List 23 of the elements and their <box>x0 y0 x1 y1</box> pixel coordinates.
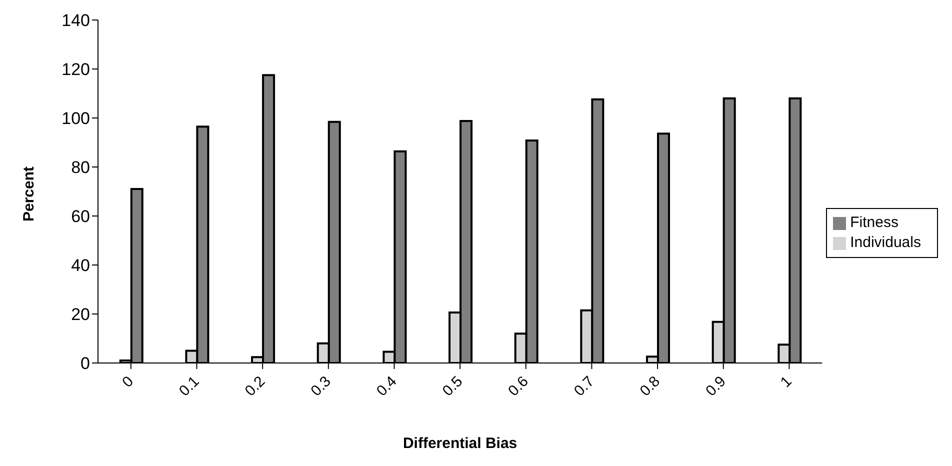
x-tick-label: 0.5 <box>439 372 466 400</box>
x-tick-label: 0 <box>119 372 137 391</box>
x-tick-label: 0.3 <box>308 372 334 400</box>
x-tick-label: 1 <box>777 372 796 391</box>
legend-label: Fitness <box>850 214 898 231</box>
y-tick-label: 100 <box>62 109 90 128</box>
x-tick-label: 0.9 <box>702 372 730 400</box>
y-tick-label: 80 <box>71 158 90 178</box>
x-tick-label: 0.4 <box>373 372 400 400</box>
y-tick-label: 20 <box>71 305 90 324</box>
y-tick-label: 140 <box>62 11 90 30</box>
x-tick-label: 0.7 <box>570 372 598 400</box>
x-tick-label: 0.6 <box>505 372 532 400</box>
x-tick-label: 0.2 <box>242 372 269 400</box>
y-tick-label: 40 <box>71 256 90 276</box>
y-axis-title: Percent <box>20 166 38 222</box>
x-axis-title: Differential Bias <box>402 435 518 452</box>
legend-label: Individuals <box>850 234 921 251</box>
x-tick-label: 0.8 <box>636 372 664 400</box>
y-tick-label: 60 <box>71 207 90 226</box>
x-tick-label: 0.1 <box>176 372 203 400</box>
y-tick-label: 0 <box>80 354 90 374</box>
y-tick-label: 120 <box>62 60 90 80</box>
